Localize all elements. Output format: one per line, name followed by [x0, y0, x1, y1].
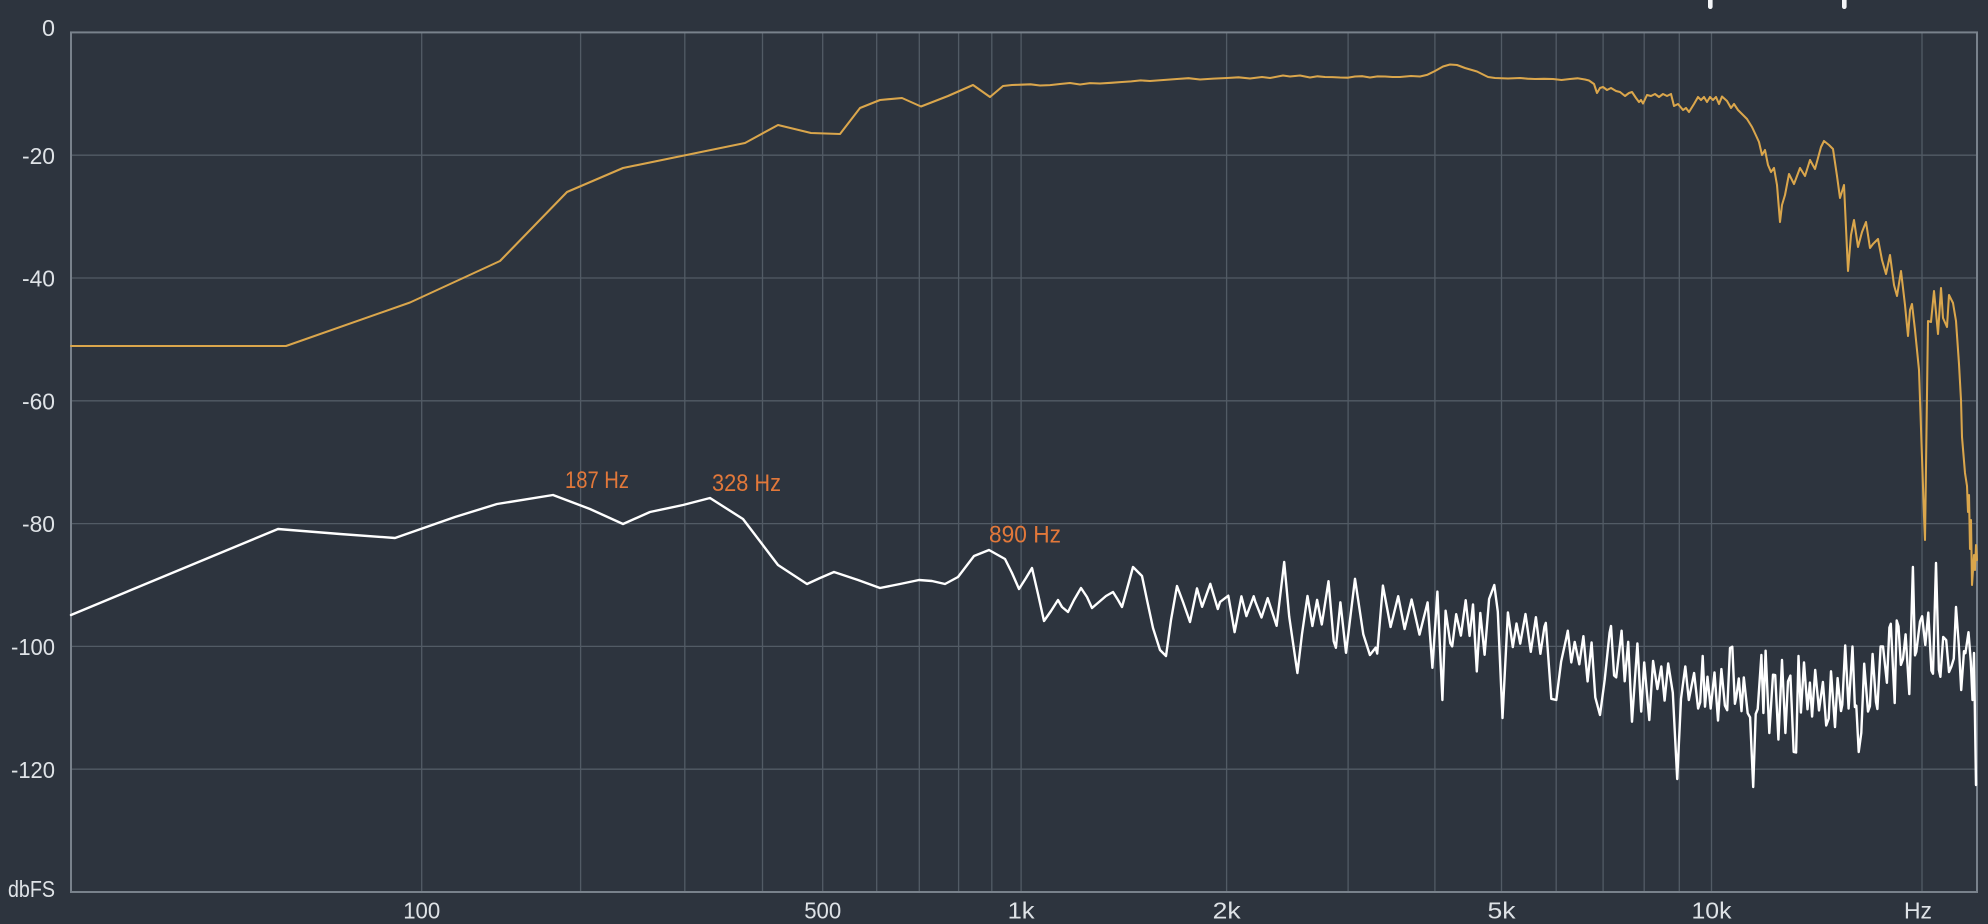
svg-text:2k: 2k	[1213, 898, 1242, 924]
svg-text:1k: 1k	[1008, 898, 1036, 924]
svg-text:-20: -20	[22, 143, 55, 169]
svg-text:187 Hz: 187 Hz	[565, 467, 629, 494]
svg-text:-40: -40	[22, 266, 55, 292]
svg-text:-80: -80	[22, 511, 55, 537]
svg-text:dbFS: dbFS	[8, 876, 55, 902]
svg-text:Hz: Hz	[1904, 898, 1932, 924]
svg-text:100: 100	[403, 898, 440, 924]
svg-text:5k: 5k	[1488, 898, 1517, 924]
svg-text:-120: -120	[11, 757, 55, 783]
svg-text:0: 0	[42, 15, 55, 41]
svg-text:10k: 10k	[1692, 898, 1733, 924]
svg-text:328 Hz: 328 Hz	[712, 470, 781, 497]
svg-text:-100: -100	[11, 634, 55, 660]
svg-text:-60: -60	[22, 388, 55, 414]
svg-text:500: 500	[804, 898, 841, 924]
svg-text:890 Hz: 890 Hz	[989, 522, 1061, 549]
